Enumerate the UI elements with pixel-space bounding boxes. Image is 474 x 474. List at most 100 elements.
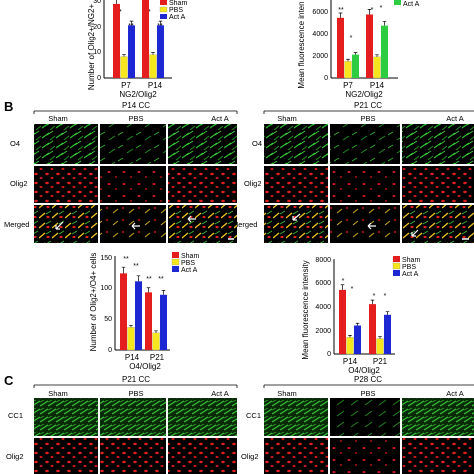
- row-label: Olig2: [10, 179, 28, 188]
- significance-mark: *: [373, 293, 376, 300]
- region-title: P14 CC: [122, 101, 150, 110]
- micrograph-merged-pbs: [330, 205, 400, 243]
- y-tick-label: 4000: [315, 304, 331, 311]
- legend-swatch-sham: [393, 256, 400, 262]
- chart-top-left: Number of Olig2+/NG2+ 30 20 10 0 P7 P14 …: [87, 0, 172, 99]
- bar-pbs-p21: [152, 332, 160, 351]
- column-label: Sham: [277, 389, 297, 398]
- y-tick-label: 0: [108, 347, 112, 354]
- row-label: Merged: [232, 220, 257, 229]
- micrograph-olig2-pbs: [330, 438, 400, 474]
- legend-label-acta: Act A: [181, 267, 198, 274]
- legend-top-right: Act A: [394, 0, 420, 8]
- error-bar: [385, 311, 390, 315]
- significance-mark: *: [350, 35, 353, 42]
- legend-label-pbs: PBS: [402, 264, 416, 271]
- row-label: CC1: [8, 411, 23, 420]
- legend-label-pbs: PBS: [169, 7, 183, 14]
- bar-sham-p14: [366, 14, 373, 78]
- bar-act-a-p14: [157, 25, 164, 79]
- y-tick-label: 0: [324, 75, 328, 82]
- micrograph-cc1-pbs: [330, 398, 400, 436]
- micrograph-o4-acta: [402, 124, 474, 164]
- x-axis-label: NG2/Olig2: [345, 90, 383, 99]
- y-tick-label: 0: [327, 351, 331, 358]
- bar-sham-p7: [113, 3, 120, 78]
- micrograph-grid-b-left: [34, 124, 237, 243]
- column-label: Sham: [48, 389, 68, 398]
- legend-swatch-sham: [160, 0, 167, 5]
- row-label: Merged: [4, 220, 29, 229]
- error-bar: [353, 52, 358, 55]
- panel-label-b: B: [4, 99, 13, 114]
- bar-pbs-p7: [344, 61, 352, 79]
- y-axis-label: Number of Olig2+/O4+ cells: [89, 253, 98, 352]
- error-bar: [158, 20, 163, 26]
- significance-mark: *: [384, 293, 387, 300]
- arrow-icon: [187, 215, 196, 223]
- row-label: Olig2: [6, 452, 24, 461]
- column-label: Act A: [446, 114, 464, 123]
- legend-swatch-pbs: [392, 262, 401, 270]
- arrow-icon: [131, 222, 140, 230]
- error-bar: [116, 0, 117, 4]
- error-bar: [161, 290, 166, 295]
- micrograph-merged-sham: [264, 205, 328, 243]
- legend-label-sham: Sham: [169, 0, 187, 7]
- micrograph-cc1-sham: [34, 398, 98, 436]
- legend-swatch-acta: [172, 266, 179, 272]
- x-category-label: P14: [370, 81, 385, 90]
- panel-b-right-header: P21 CC Sham PBS Act A: [263, 101, 474, 123]
- legend-swatch-acta: [394, 0, 401, 5]
- y-tick-label: 10: [93, 49, 101, 56]
- legend-label-sham: Sham: [402, 257, 420, 264]
- micrograph-olig2-sham: [34, 438, 98, 474]
- column-label: Act A: [446, 389, 464, 398]
- panel-label-c: C: [4, 373, 14, 388]
- bar-act-a-p21: [160, 294, 167, 350]
- bar-sham-p21: [369, 304, 376, 354]
- x-category-label: P21: [150, 353, 165, 362]
- legend-swatch-sham: [172, 252, 179, 258]
- y-tick-label: 2000: [312, 53, 328, 60]
- micrograph-olig2-sham: [34, 166, 98, 203]
- micrograph-merged-pbs: [100, 205, 166, 243]
- bar-act-a-p21: [384, 314, 391, 354]
- significance-mark: **: [123, 256, 129, 263]
- chart-b-right: Mean fluorescence intensity 8000 6000 40…: [301, 257, 395, 375]
- micrograph-olig2-sham: [264, 166, 328, 203]
- error-bar: [129, 20, 134, 26]
- legend-swatch-pbs: [171, 258, 180, 266]
- column-label: PBS: [360, 114, 375, 123]
- y-tick-label: 6000: [315, 280, 331, 287]
- legend-label-acta: Act A: [402, 271, 419, 278]
- micrograph-olig2-acta: [402, 166, 474, 203]
- x-axis-label: NG2/Olig2: [119, 90, 157, 99]
- micrograph-o4-sham: [34, 124, 98, 164]
- arrow-icon: [292, 213, 301, 221]
- legend-b-left: Sham PBS Act A: [171, 252, 199, 274]
- error-bar: [378, 336, 382, 339]
- legend-swatch-acta: [160, 14, 167, 19]
- y-tick-label: 150: [100, 255, 112, 262]
- x-axis-label: O4/Olig2: [129, 362, 161, 371]
- panel-c-left-header: P21 CC Sham PBS Act A: [33, 375, 238, 398]
- micrograph-merged-acta: [168, 205, 237, 243]
- legend-b-right: Sham PBS Act A: [392, 256, 420, 278]
- x-category-label: P21: [373, 357, 388, 366]
- bar-group: [339, 284, 391, 355]
- bar-group: [120, 266, 167, 351]
- micrograph-grid-c-left: [34, 398, 237, 474]
- micrograph-cc1-sham: [264, 398, 328, 436]
- micrograph-cc1-acta: [402, 398, 474, 436]
- error-bar: [382, 21, 387, 26]
- legend-swatch-acta: [393, 270, 400, 276]
- micrograph-olig2-acta: [168, 166, 237, 203]
- error-bar: [151, 52, 155, 55]
- x-category-label: P7: [121, 81, 131, 90]
- panel-c-right-header: P28 CC Sham PBS Act A: [263, 375, 474, 398]
- x-category-label: P14: [343, 357, 358, 366]
- y-tick-label: 20: [93, 24, 101, 31]
- y-tick-label: 2000: [315, 328, 331, 335]
